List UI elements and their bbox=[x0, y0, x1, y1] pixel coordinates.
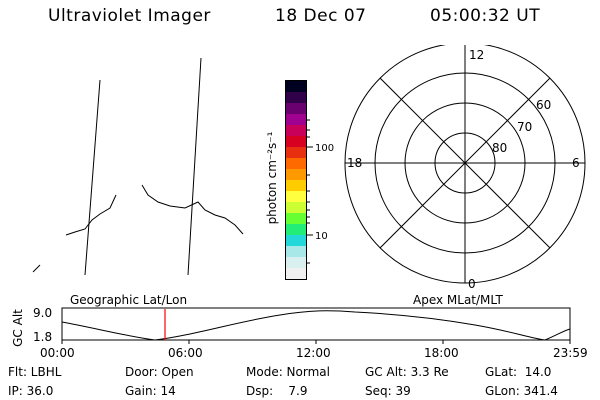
mlt-label-6: 6 bbox=[572, 156, 580, 170]
coastline-trace bbox=[65, 194, 117, 236]
y-tick-max: 9.0 bbox=[33, 306, 53, 320]
colorbar-tick-10: 10 bbox=[315, 231, 328, 242]
colorbar-swatch bbox=[286, 180, 306, 191]
gc-alt-axis-label: GC Alt bbox=[11, 309, 25, 347]
ip-status: IP: 36.0 bbox=[8, 384, 54, 398]
polar-plot: 12 18 6 0 60 70 80 bbox=[344, 45, 586, 291]
time-label: 05:00:32 UT bbox=[430, 6, 541, 26]
altitude-curve bbox=[61, 310, 571, 341]
colorbar-swatch bbox=[286, 114, 306, 125]
colorbar-swatch bbox=[286, 81, 306, 92]
colorbar-swatch bbox=[286, 92, 306, 103]
colorbar-swatch bbox=[286, 246, 306, 257]
x-tick-0600: 06:00 bbox=[168, 346, 203, 360]
colorbar-swatch bbox=[286, 202, 306, 213]
dsp-status: Dsp: 7.9 bbox=[246, 384, 308, 398]
glon-status: GLon: 341.4 bbox=[485, 384, 558, 398]
colorbar-axis: 100 10 bbox=[307, 119, 334, 264]
instrument-title: Ultraviolet Imager bbox=[48, 6, 211, 26]
x-tick-1200: 12:00 bbox=[296, 346, 331, 360]
colorbar-tick-100: 100 bbox=[315, 143, 334, 154]
geographic-label: Geographic Lat/Lon bbox=[70, 293, 188, 307]
door-status: Door: Open bbox=[125, 365, 194, 379]
colorbar-swatch bbox=[286, 257, 306, 268]
geographic-image-panel bbox=[32, 57, 244, 276]
coastline-trace bbox=[141, 184, 244, 235]
meridian-line bbox=[187, 57, 202, 276]
colorbar-swatch bbox=[286, 235, 306, 246]
colorbar-swatch bbox=[286, 169, 306, 180]
mode-status: Mode: Normal bbox=[246, 365, 330, 379]
colorbar-swatch bbox=[286, 125, 306, 136]
colorbar-swatch bbox=[286, 191, 306, 202]
x-tick-1800: 18:00 bbox=[424, 346, 459, 360]
timeline-plot bbox=[61, 307, 571, 344]
colorbar-swatch bbox=[286, 147, 306, 158]
mlt-label-18: 18 bbox=[347, 156, 362, 170]
glat-status: GLat: 14.0 bbox=[485, 365, 552, 379]
x-tick-2359: 23:59 bbox=[553, 346, 588, 360]
colorbar-swatch bbox=[286, 268, 306, 279]
filter-status: Flt: LBHL bbox=[8, 365, 62, 379]
coastline-trace bbox=[32, 264, 41, 273]
seq-status: Seq: 39 bbox=[365, 384, 411, 398]
mlt-label-12: 12 bbox=[469, 48, 484, 62]
colorbar-swatch bbox=[286, 213, 306, 224]
colorbar-swatch bbox=[286, 158, 306, 169]
mlt-line-diagonal bbox=[379, 77, 551, 249]
date-label: 18 Dec 07 bbox=[275, 6, 367, 26]
lat-label-70: 70 bbox=[517, 120, 532, 134]
lat-label-60: 60 bbox=[536, 98, 551, 112]
x-tick-0000: 00:00 bbox=[40, 346, 75, 360]
gain-status: Gain: 14 bbox=[125, 384, 176, 398]
colorbar-swatch bbox=[286, 224, 306, 235]
colorbar-unit-label: photon cm⁻²s⁻¹ bbox=[265, 131, 279, 225]
mlt-label-0: 0 bbox=[468, 277, 476, 291]
apex-label: Apex MLat/MLT bbox=[413, 293, 503, 307]
timeline-frame bbox=[61, 307, 571, 341]
colorbar bbox=[285, 80, 307, 280]
y-tick-min: 1.8 bbox=[33, 330, 53, 344]
colorbar-swatch bbox=[286, 136, 306, 147]
meridian-line bbox=[84, 79, 101, 276]
colorbar-swatch bbox=[286, 103, 306, 114]
lat-label-80: 80 bbox=[492, 141, 507, 155]
gc-alt-status: GC Alt: 3.3 Re bbox=[365, 365, 449, 379]
